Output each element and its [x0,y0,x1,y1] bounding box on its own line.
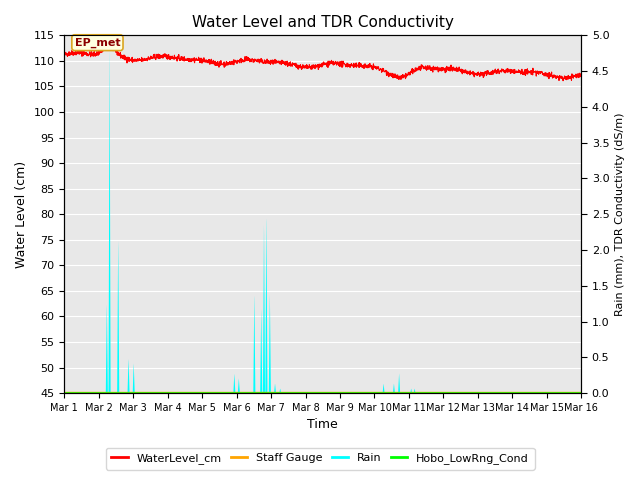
Text: EP_met: EP_met [75,37,120,48]
Title: Water Level and TDR Conductivity: Water Level and TDR Conductivity [192,15,454,30]
Y-axis label: Water Level (cm): Water Level (cm) [15,161,28,268]
Y-axis label: Rain (mm), TDR Conductivity (dS/m): Rain (mm), TDR Conductivity (dS/m) [615,112,625,316]
X-axis label: Time: Time [307,419,338,432]
Legend: WaterLevel_cm, Staff Gauge, Rain, Hobo_LowRng_Cond: WaterLevel_cm, Staff Gauge, Rain, Hobo_L… [106,448,534,469]
